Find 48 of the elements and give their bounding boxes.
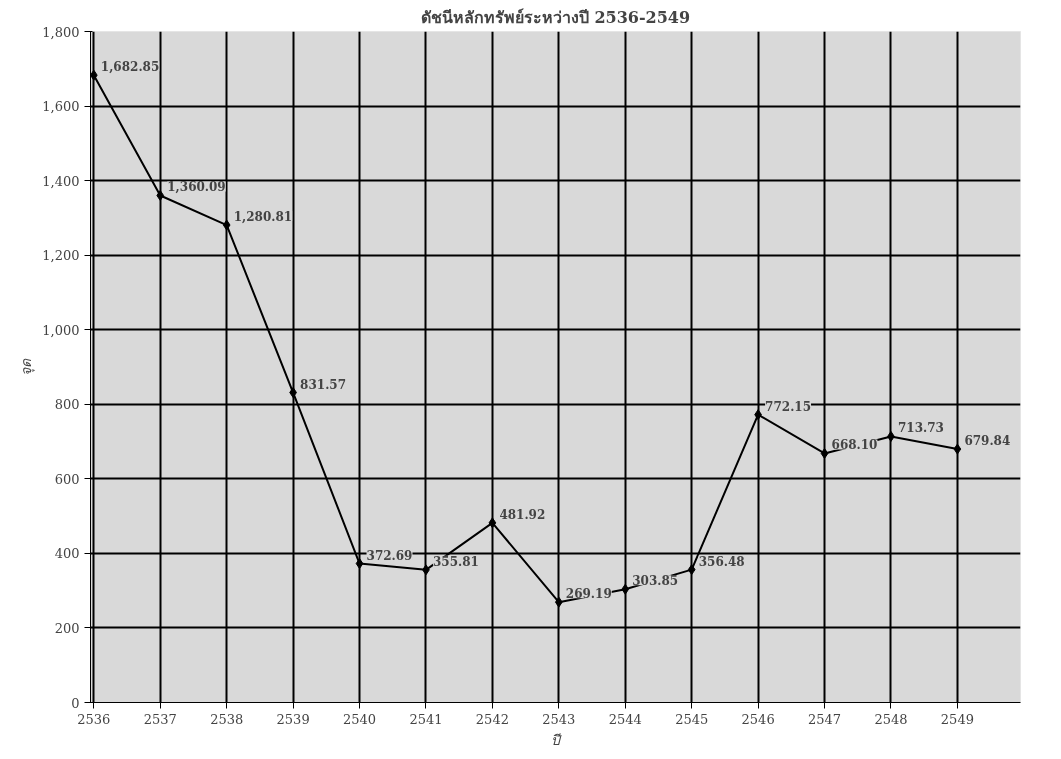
x-tick-label: 2539 — [276, 711, 310, 727]
y-tick-label: 0 — [71, 695, 80, 711]
y-tick-label: 400 — [54, 546, 80, 562]
point — [953, 443, 962, 455]
y-tick-label: 1,400 — [42, 173, 80, 189]
y-tick-label: 1,000 — [42, 322, 80, 338]
text: 772.15 — [765, 399, 812, 414]
x-tick-label: 2536 — [77, 711, 111, 727]
x-tick-label: 2540 — [342, 711, 377, 727]
text: 1,360.09 — [167, 180, 226, 195]
text: 269.19 — [565, 587, 612, 602]
x-tick-label: 2537 — [143, 711, 177, 727]
y-tick-label: 800 — [54, 397, 80, 413]
text: 679.84 — [964, 434, 1011, 449]
text: 303.85 — [632, 574, 679, 589]
text: 713.73 — [897, 421, 944, 436]
text: 668.10 — [831, 438, 878, 453]
point — [554, 596, 563, 608]
y-tick-label: 600 — [54, 471, 80, 487]
x-tick-label: 2543 — [542, 711, 576, 727]
point — [687, 564, 696, 576]
point — [156, 189, 165, 201]
point — [621, 583, 630, 595]
x-tick-label: 2541 — [409, 711, 443, 727]
y-tick-label: 1,600 — [42, 99, 80, 115]
y-axis-title: จุด — [18, 357, 36, 376]
y-tick-label: 1,200 — [42, 248, 80, 264]
x-tick-label: 2545 — [675, 711, 709, 727]
point — [222, 219, 231, 231]
x-tick-label: 2549 — [940, 711, 974, 727]
text: 355.81 — [432, 554, 479, 569]
x-tick-label: 2547 — [807, 711, 842, 727]
text: 1,682.85 — [100, 60, 160, 75]
text: 1,280.81 — [233, 210, 293, 225]
y-tick-label: 200 — [54, 620, 80, 636]
x-tick-label: 2548 — [874, 711, 908, 727]
point — [488, 517, 497, 529]
x-tick-label: 2544 — [608, 711, 642, 727]
text: 831.57 — [300, 377, 347, 392]
x-axis-title: ปี — [551, 731, 562, 748]
x-tick-label: 2542 — [475, 711, 509, 727]
chart-title: ดัชนีหลักทรัพย์ระหว่างปี 2536-2549 — [420, 7, 691, 27]
y-tick-label: 1,800 — [42, 24, 80, 40]
text: 481.92 — [499, 507, 546, 522]
x-tick-label: 2546 — [741, 711, 775, 727]
text: 356.48 — [698, 554, 745, 569]
text: 372.69 — [366, 548, 413, 563]
x-tick-label: 2538 — [210, 711, 244, 727]
